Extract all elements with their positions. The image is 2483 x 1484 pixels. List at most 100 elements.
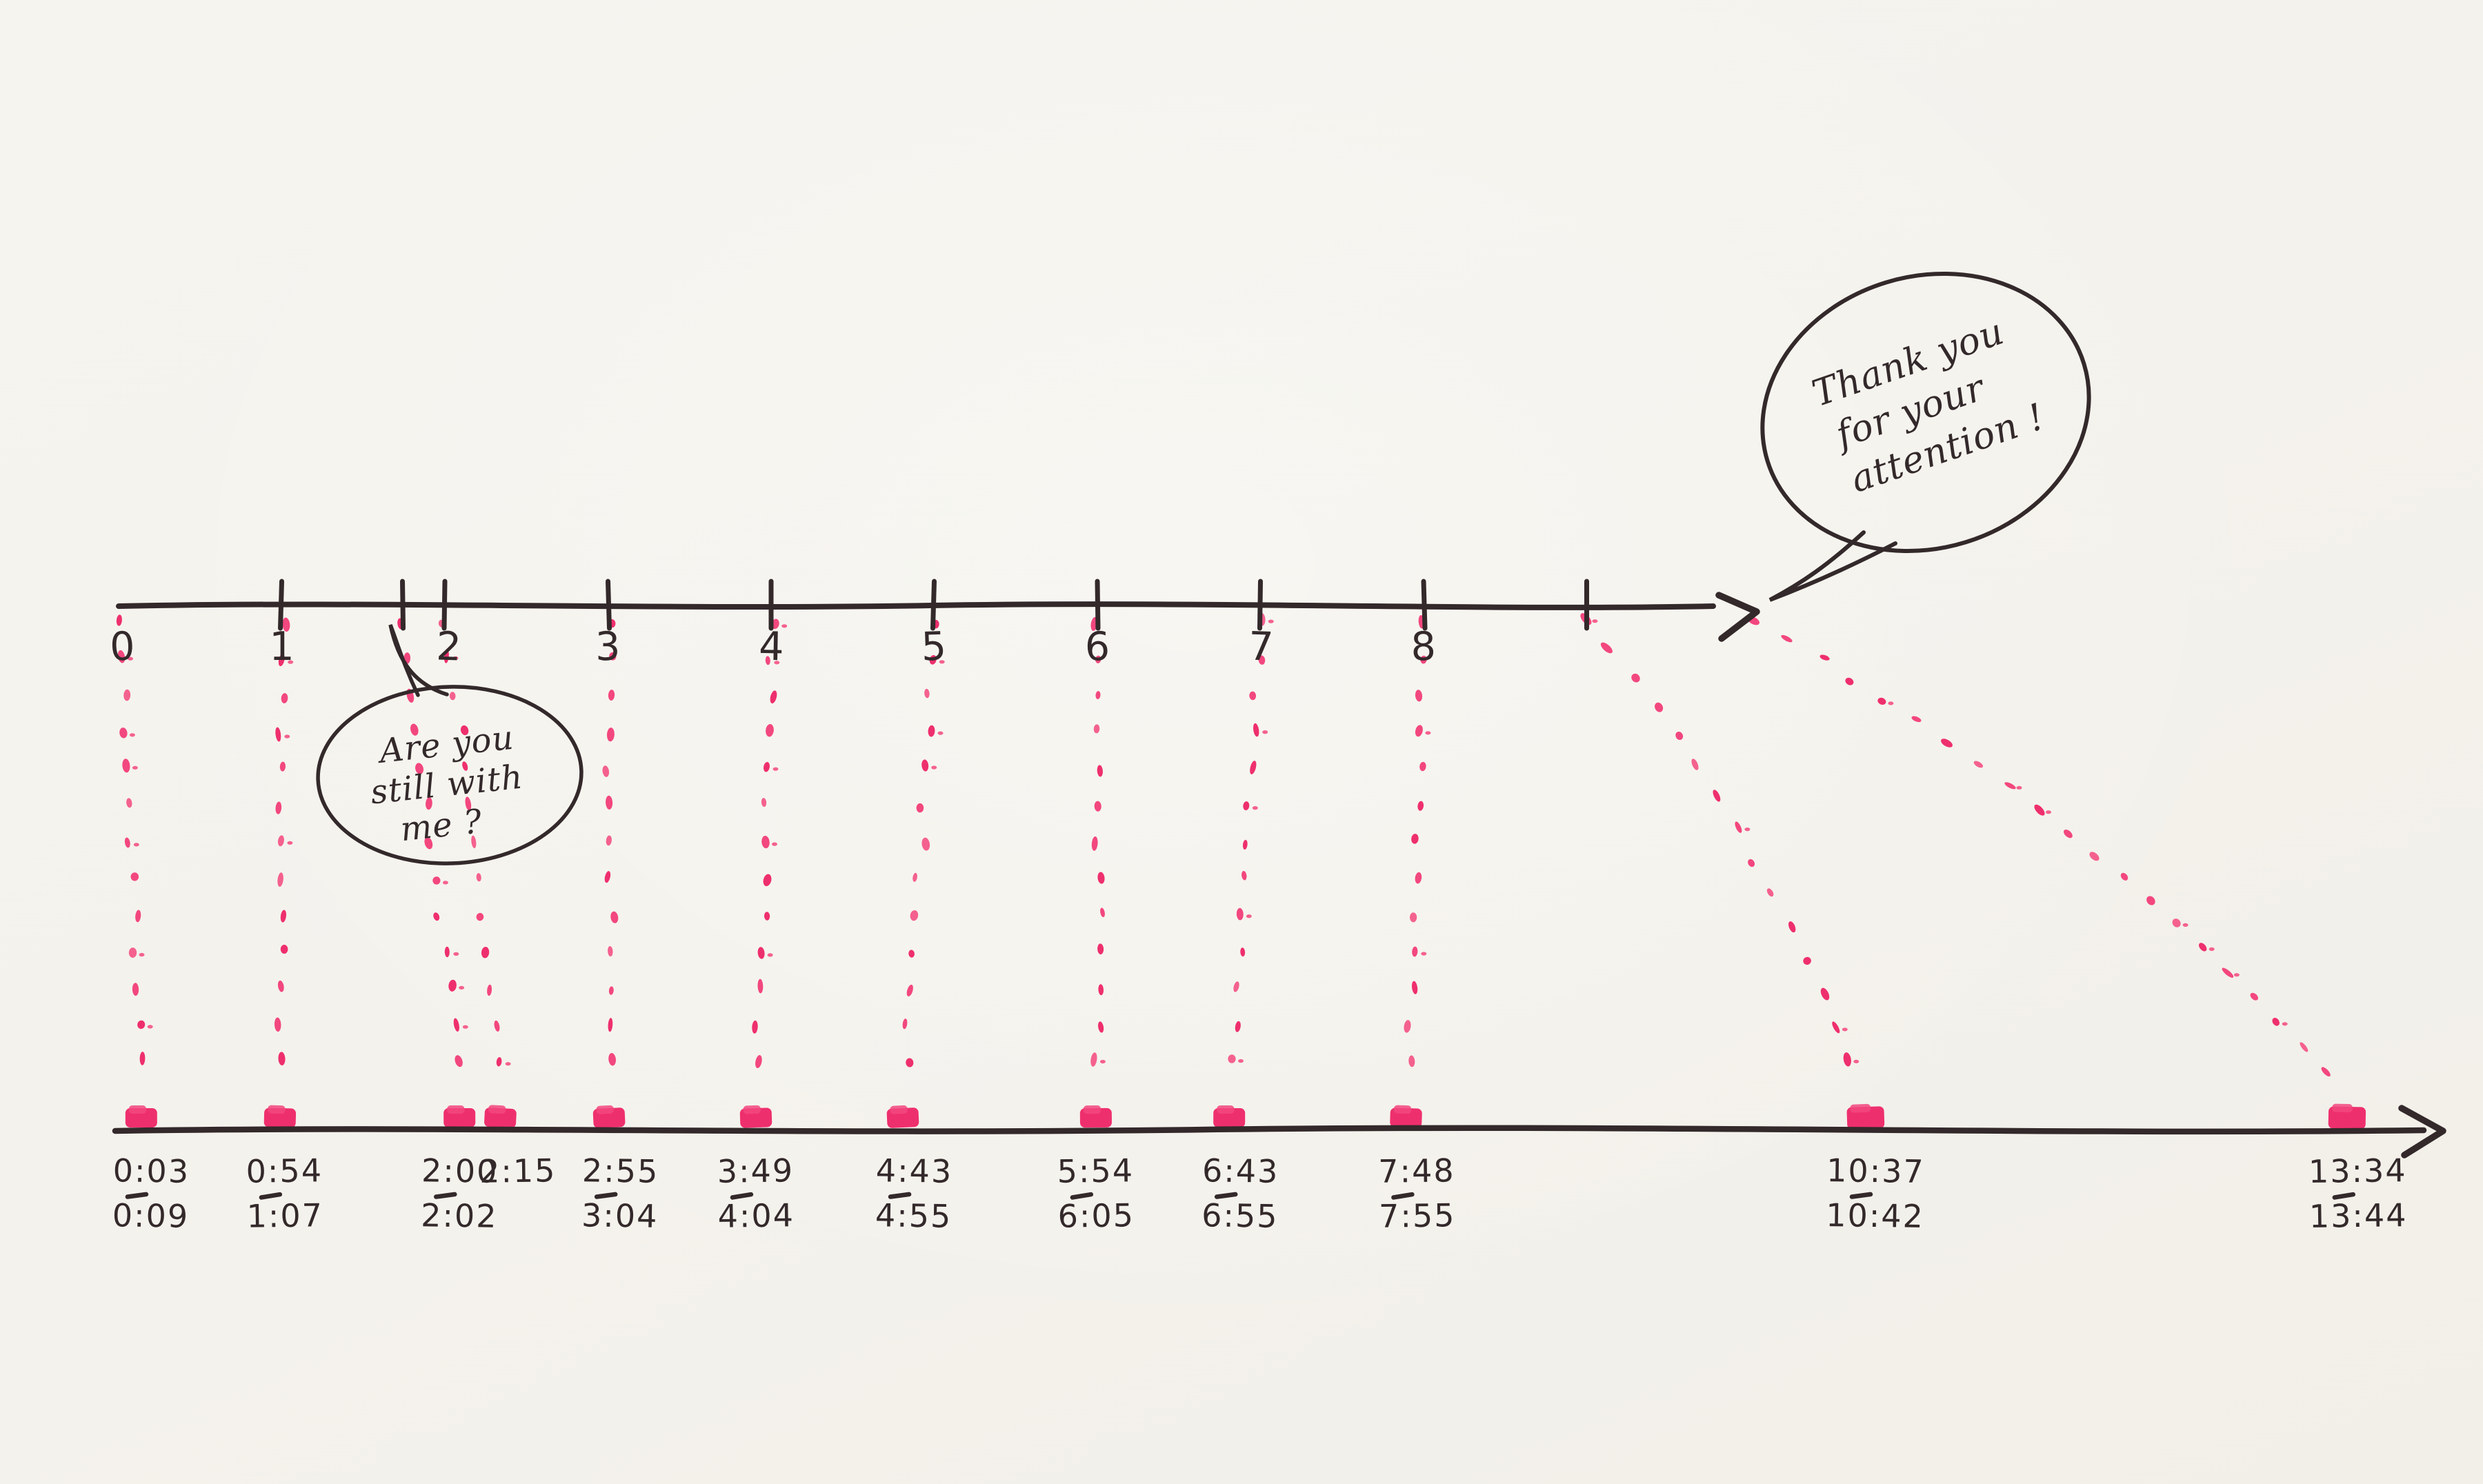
marker-dot	[1095, 691, 1101, 699]
marker-dot	[763, 761, 770, 772]
marker-dot	[2004, 782, 2016, 790]
time-label: 3:49 4:04	[717, 1152, 795, 1235]
marker-dot	[755, 1055, 762, 1068]
marker-dot	[415, 763, 423, 774]
marker-dot	[906, 1058, 914, 1067]
highlighter-dab-mark	[1850, 1103, 1871, 1113]
marker-dot	[1766, 888, 1774, 897]
highlighter-dab	[484, 1105, 517, 1128]
marker-dot	[1243, 801, 1250, 811]
marker-dot	[1252, 806, 1258, 810]
marker-dot	[443, 649, 449, 663]
time-label: 7:48 7:55	[1378, 1152, 1456, 1235]
marker-dot	[1675, 732, 1684, 740]
marker-dot	[277, 980, 284, 992]
marker-dot	[1877, 697, 1886, 705]
marker-dot	[763, 874, 772, 887]
time-range-dash	[2332, 1192, 2356, 1200]
marker-dot	[2046, 810, 2051, 814]
highlighter-dab	[592, 1105, 626, 1128]
time-label: 2:55 3:04	[581, 1152, 659, 1235]
marker-dot	[496, 1057, 502, 1067]
marker-dot	[1409, 912, 1417, 923]
marker-dot	[924, 688, 930, 699]
marker-dot	[432, 876, 441, 885]
marker-dot	[284, 734, 290, 739]
marker-dot	[130, 872, 139, 881]
marker-dot	[426, 797, 432, 810]
time-label: 0:54 1:07	[246, 1152, 323, 1235]
marker-dot	[1631, 673, 1640, 683]
time-label-end: 13:44	[2309, 1196, 2408, 1235]
top-axis-tick	[441, 579, 448, 631]
marker-dot	[147, 1025, 153, 1029]
marker-dot	[1600, 642, 1613, 654]
marker-dot	[459, 985, 465, 990]
time-label: 4:43 4:55	[875, 1152, 953, 1235]
marker-dot	[1843, 1052, 1851, 1067]
marker-dot	[126, 798, 132, 808]
top-axis-tick	[1095, 579, 1101, 631]
marker-dot	[781, 624, 788, 628]
dotted-drop-line	[274, 617, 294, 1065]
marker-dot	[770, 690, 777, 704]
marker-dot	[452, 656, 459, 661]
marker-dot	[128, 947, 137, 958]
marker-dot	[1421, 952, 1427, 956]
dotted-drop-line	[602, 619, 619, 1066]
marker-dot	[275, 801, 282, 814]
top-axis-numeral: 7	[1248, 623, 1275, 670]
marker-dot	[462, 1025, 468, 1029]
highlighter-dab-mark	[2332, 1103, 2353, 1113]
marker-dot	[772, 842, 777, 846]
marker-dot	[1888, 701, 1894, 705]
marker-dot	[453, 952, 459, 956]
time-label-end: 7:55	[1379, 1196, 1456, 1235]
marker-dot	[1425, 731, 1431, 735]
highlighter-dab	[1390, 1105, 1422, 1128]
marker-dot	[757, 947, 765, 959]
marker-dot	[902, 1019, 908, 1030]
highlighter-dab-mark	[1393, 1105, 1412, 1114]
marker-dot	[2272, 1017, 2280, 1026]
marker-dot	[1411, 834, 1419, 844]
marker-dot	[139, 1052, 146, 1065]
time-label-start: 2:15	[479, 1152, 557, 1190]
dotted-drop-line	[752, 619, 788, 1068]
marker-dot	[282, 617, 290, 632]
marker-dot	[1242, 870, 1247, 881]
time-label: 13:34 13:44	[2309, 1152, 2408, 1235]
top-axis-line	[116, 601, 1716, 610]
marker-dot	[913, 872, 917, 882]
marker-dot	[1262, 730, 1268, 734]
dotted-drop-line	[1404, 615, 1431, 1067]
bottom-axis-line	[112, 1125, 2427, 1135]
time-label: 6:43 6:55	[1201, 1152, 1279, 1235]
time-range-dash	[730, 1192, 754, 1200]
time-label-start: 2:00	[421, 1152, 499, 1190]
ink-axes-layer: 0 1 2 3 4 5 6 7 8 0:03 0:09 0:54 1:07 2:00 2:02 2:15 2:5…	[109, 579, 2446, 1235]
marker-dot	[1820, 987, 1830, 1001]
highlighter-dab-mark	[268, 1105, 286, 1114]
marker-dot	[2120, 872, 2128, 881]
marker-dot	[1973, 761, 1984, 768]
marker-dot	[487, 984, 492, 996]
marker-dot	[119, 728, 128, 739]
marker-dot	[752, 1020, 758, 1034]
marker-dot	[278, 654, 285, 667]
marker-dot	[606, 835, 612, 846]
highlighter-dab-mark	[128, 1105, 147, 1114]
top-axis-numeral: 3	[595, 624, 620, 670]
marker-dot	[1691, 759, 1699, 770]
dotted-drop-line	[1748, 616, 2331, 1076]
marker-dot	[604, 871, 611, 883]
marker-dot	[133, 843, 139, 847]
marker-dot	[1911, 716, 1922, 723]
marker-dot	[471, 835, 477, 849]
marker-dot	[2222, 967, 2234, 978]
marker-dot	[453, 1018, 459, 1032]
marker-dot	[1781, 634, 1793, 643]
marker-dot	[476, 912, 484, 921]
